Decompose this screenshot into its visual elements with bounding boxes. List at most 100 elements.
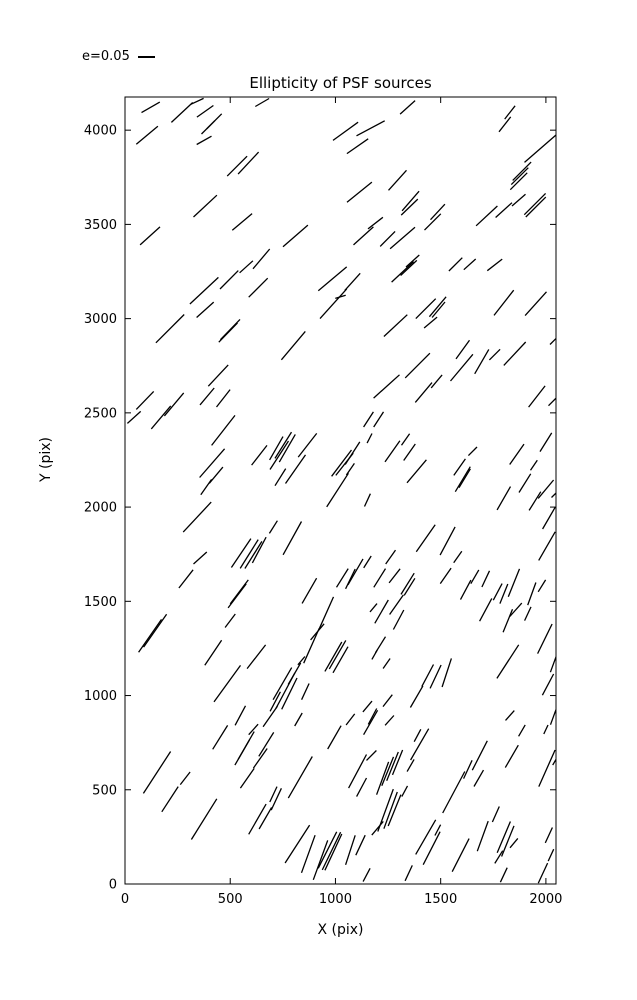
psf-whisker [213,665,242,703]
psf-whisker [538,749,556,787]
psf-whisker [381,756,395,786]
psf-whisker [268,520,278,534]
psf-whisker [518,724,526,737]
y-tick-label: 4000 [84,124,117,139]
psf-whisker [382,658,391,669]
psf-whisker [237,731,255,760]
psf-whisker [429,664,442,689]
psf-whisker [219,270,239,290]
psf-whisker [331,449,353,477]
psf-whisker [499,583,509,604]
psf-whisker [383,314,408,337]
psf-whisker [549,654,556,673]
x-tick-label: 0 [121,892,129,907]
psf-whisker [428,296,447,318]
psf-whisker [496,821,511,853]
psf-whisker [199,448,226,478]
psf-whisker [384,715,395,726]
psf-whisker [332,121,359,141]
psf-whisker [422,831,441,865]
psf-whisker [474,349,490,375]
psf-whisker [332,646,349,674]
psf-whisker [502,608,514,633]
psf-whisker [549,707,556,725]
psf-whisker [373,568,387,588]
psf-whisker [218,322,238,343]
psf-whisker [317,831,338,869]
psf-whisker [388,568,401,584]
psf-whisker [362,867,371,882]
psf-whisker [524,606,532,621]
psf-whisker [430,374,443,389]
psf-whisker [363,493,371,507]
psf-whisker [459,579,472,600]
psf-whisker [415,298,437,320]
psf-whisker [486,258,503,272]
psf-whisker [317,266,348,292]
psf-whisker [363,709,379,736]
psf-whisker [401,190,420,212]
psf-whisker [400,259,418,276]
psf-whisker [498,116,512,133]
psf-whisker [353,226,374,246]
y-tick-label: 1000 [84,689,117,704]
psf-whisker [442,771,466,814]
legend-label: e=0.05 [82,49,130,64]
psf-whisker [178,569,194,589]
psf-whisker [356,120,386,137]
psf-whisker [269,786,278,803]
psf-whisker [211,415,236,446]
psf-whisker [455,339,471,360]
psf-whisker [294,712,303,727]
psf-whisker [287,756,313,799]
psf-whisker [379,230,396,247]
psf-whisker [355,834,366,856]
psf-whisker [244,541,263,569]
psf-whisker [555,574,556,575]
psf-whisker [400,433,411,446]
psf-whisker [318,596,335,629]
psf-whisker [335,568,349,588]
psf-whisker [135,125,159,145]
psf-whisker [453,550,463,564]
psf-whisker [551,492,556,498]
psf-whisker [363,555,372,569]
psf-whisker [258,807,273,830]
psf-whisker [229,579,249,605]
psf-whisker [431,301,446,318]
psf-whisker [226,155,248,177]
psf-whisker [269,440,290,470]
psf-whisker [344,441,361,465]
psf-whisker [454,466,471,493]
psf-whisker [135,390,155,410]
psf-whisker [470,569,480,585]
psf-whisker [155,314,185,344]
psf-whisker [430,203,446,221]
psf-whisker [523,192,547,216]
psf-whisker [409,685,424,708]
psf-whisker [400,572,415,595]
psf-whisker [345,463,355,476]
x-axis-label: X (pix) [317,922,364,938]
psf-whisker [382,694,393,708]
psf-whisker [280,330,306,361]
psf-whisker [424,213,442,231]
psf-whisker [335,294,346,300]
psf-whisker [423,316,438,329]
psf-whisker [272,667,293,701]
psf-whisker [387,794,402,827]
psf-whisker [278,434,296,463]
psf-whisker [510,167,529,186]
psf-whisker [528,385,546,408]
psf-whisker [543,724,549,735]
psf-whisker [234,705,247,726]
psf-whisker [527,582,537,606]
psf-whisker [239,539,259,569]
psf-whisker [439,526,456,556]
psf-whisker [404,352,431,379]
psf-whisker [473,769,485,787]
psf-whisker [406,459,427,484]
psf-whisker [297,433,318,458]
